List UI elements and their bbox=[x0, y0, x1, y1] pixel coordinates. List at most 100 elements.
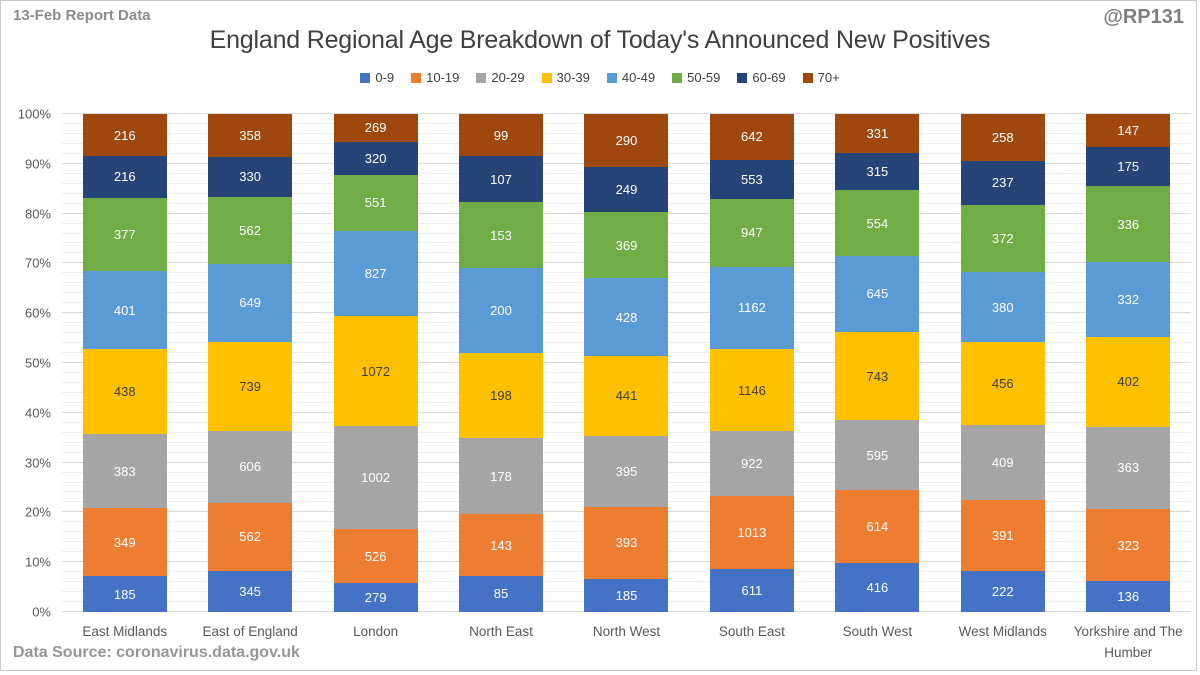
bar-segment-40-49: 645 bbox=[835, 255, 920, 333]
bar-segment-value: 85 bbox=[493, 586, 509, 602]
bar-segment-value: 185 bbox=[113, 586, 136, 602]
stacked-bar-east-of-england: 345 562 606 739 649 562 330 358 bbox=[208, 114, 293, 612]
bar-segment-20-29: 606 bbox=[208, 430, 293, 504]
bar-segment-value: 175 bbox=[1117, 159, 1140, 175]
bar-segment-value: 526 bbox=[364, 548, 387, 564]
bar-segment-60-69: 553 bbox=[709, 159, 794, 200]
legend-label: 40-49 bbox=[621, 70, 656, 85]
bar-segment-value: 200 bbox=[490, 303, 512, 319]
bar-segment-value: 553 bbox=[741, 171, 763, 187]
chart-legend: 0-9 10-19 20-29 30-39 40-49 50-59 60-69 70+ bbox=[0, 70, 1200, 85]
bar-segment-40-49: 200 bbox=[459, 267, 544, 354]
author-handle: @RP131 bbox=[1103, 6, 1184, 28]
stacked-bar-west-midlands: 222 391 409 456 380 372 237 258 bbox=[960, 114, 1045, 612]
bar-segment-30-39: 402 bbox=[1086, 336, 1171, 428]
bar-segment-0-9: 611 bbox=[709, 568, 794, 612]
legend-item-50-59: 50-59 bbox=[672, 70, 720, 85]
legend-label: 20-29 bbox=[491, 70, 525, 85]
bar-segment-value: 331 bbox=[866, 126, 889, 142]
bar-segment-60-69: 175 bbox=[1086, 147, 1171, 187]
bar-segment-value: 551 bbox=[364, 195, 387, 211]
x-axis-category-label: North West bbox=[592, 624, 661, 639]
bar-segment-0-9: 185 bbox=[584, 578, 669, 612]
bar-segment-value: 562 bbox=[239, 529, 261, 545]
bar-segment-value: 1162 bbox=[737, 300, 766, 316]
bar-segment-10-19: 391 bbox=[960, 499, 1045, 572]
bar-segment-50-59: 377 bbox=[82, 197, 167, 272]
bar-segment-value: 185 bbox=[615, 587, 638, 603]
bar-segment-60-69: 330 bbox=[208, 157, 293, 197]
x-axis-category-label: West Midlands bbox=[958, 624, 1047, 639]
bar-segment-30-39: 198 bbox=[459, 353, 544, 439]
bar-segment-50-59: 372 bbox=[960, 204, 1045, 273]
bar-segment-value: 611 bbox=[741, 582, 763, 598]
legend-swatch-icon bbox=[672, 72, 683, 83]
bar-segment-30-39: 438 bbox=[82, 348, 167, 434]
bar-segment-70: 358 bbox=[208, 114, 293, 157]
legend-label: 70+ bbox=[817, 70, 840, 85]
bars-layer: 185 349 383 438 401 377 216 216 345 562 606 739 649 5… bbox=[62, 114, 1191, 612]
y-axis-tick-label: 60% bbox=[24, 305, 51, 321]
legend-label: 0-9 bbox=[375, 70, 395, 85]
bar-column-west-midlands: 222 391 409 456 380 372 237 258 bbox=[940, 114, 1065, 612]
bar-segment-value: 136 bbox=[1117, 589, 1140, 605]
bar-segment-60-69: 216 bbox=[82, 156, 167, 198]
bar-segment-value: 249 bbox=[615, 181, 638, 197]
bar-column-south-east: 611 1013 922 1146 1162 947 553 642 bbox=[689, 114, 814, 612]
bar-segment-value: 107 bbox=[490, 171, 512, 187]
bar-segment-70: 216 bbox=[82, 114, 167, 156]
y-axis-tick-label: 80% bbox=[24, 206, 51, 222]
x-axis-category-label: South West bbox=[842, 624, 913, 639]
bar-segment-10-19: 562 bbox=[208, 503, 293, 571]
bar-segment-value: 827 bbox=[364, 266, 387, 282]
bar-segment-20-29: 1002 bbox=[333, 426, 418, 530]
bar-segment-10-19: 393 bbox=[584, 507, 669, 579]
bar-segment-value: 1002 bbox=[361, 470, 391, 486]
bar-segment-value: 649 bbox=[239, 295, 261, 311]
bar-segment-50-59: 562 bbox=[208, 196, 293, 264]
y-axis-tick-label: 100% bbox=[17, 106, 51, 122]
bar-segment-value: 393 bbox=[615, 535, 638, 551]
bar-segment-value: 595 bbox=[866, 447, 889, 463]
x-axis-category-label: London bbox=[353, 624, 399, 639]
bar-segment-value: 269 bbox=[364, 120, 387, 136]
legend-item-60-69: 60-69 bbox=[737, 70, 786, 85]
bar-segment-70: 269 bbox=[333, 114, 418, 142]
bar-segment-50-59: 153 bbox=[459, 202, 544, 268]
major-gridline bbox=[62, 113, 1191, 114]
bar-segment-40-49: 827 bbox=[333, 231, 418, 317]
bar-segment-value: 743 bbox=[866, 368, 889, 384]
bar-segment-60-69: 249 bbox=[584, 166, 669, 212]
bar-segment-value: 153 bbox=[490, 227, 512, 243]
bar-segment-value: 401 bbox=[113, 302, 136, 318]
bar-segment-0-9: 185 bbox=[82, 576, 167, 612]
bar-segment-value: 1013 bbox=[737, 524, 767, 540]
bar-segment-value: 380 bbox=[991, 299, 1014, 315]
bar-segment-40-49: 401 bbox=[82, 271, 167, 349]
bar-segment-30-39: 441 bbox=[584, 355, 669, 436]
bar-segment-value: 947 bbox=[741, 225, 763, 241]
report-date-label: 13-Feb Report Data bbox=[13, 7, 151, 24]
y-axis-tick-label: 70% bbox=[24, 255, 51, 271]
legend-label: 60-69 bbox=[752, 70, 786, 85]
bar-segment-30-39: 743 bbox=[835, 332, 920, 420]
bar-segment-10-19: 1013 bbox=[709, 496, 794, 569]
bar-segment-20-29: 178 bbox=[459, 438, 544, 515]
legend-item-10-19: 10-19 bbox=[411, 70, 459, 85]
bar-segment-70: 258 bbox=[960, 114, 1045, 162]
bar-segment-value: 554 bbox=[866, 215, 889, 231]
bar-segment-value: 222 bbox=[991, 584, 1014, 600]
bar-column-london: 279 526 1002 1072 827 551 320 269 bbox=[313, 114, 438, 612]
bar-segment-value: 198 bbox=[490, 388, 512, 404]
bar-segment-value: 349 bbox=[113, 534, 136, 550]
bar-segment-value: 377 bbox=[113, 227, 136, 243]
bar-segment-40-49: 332 bbox=[1086, 262, 1171, 337]
bar-segment-50-59: 947 bbox=[709, 199, 794, 267]
bar-segment-value: 290 bbox=[615, 132, 638, 148]
x-axis: East Midlands East of England London North … bbox=[62, 622, 1191, 664]
legend-swatch-icon bbox=[737, 72, 748, 83]
bar-segment-10-19: 614 bbox=[835, 490, 920, 563]
bar-segment-60-69: 237 bbox=[960, 161, 1045, 205]
bar-segment-value: 372 bbox=[991, 231, 1014, 246]
